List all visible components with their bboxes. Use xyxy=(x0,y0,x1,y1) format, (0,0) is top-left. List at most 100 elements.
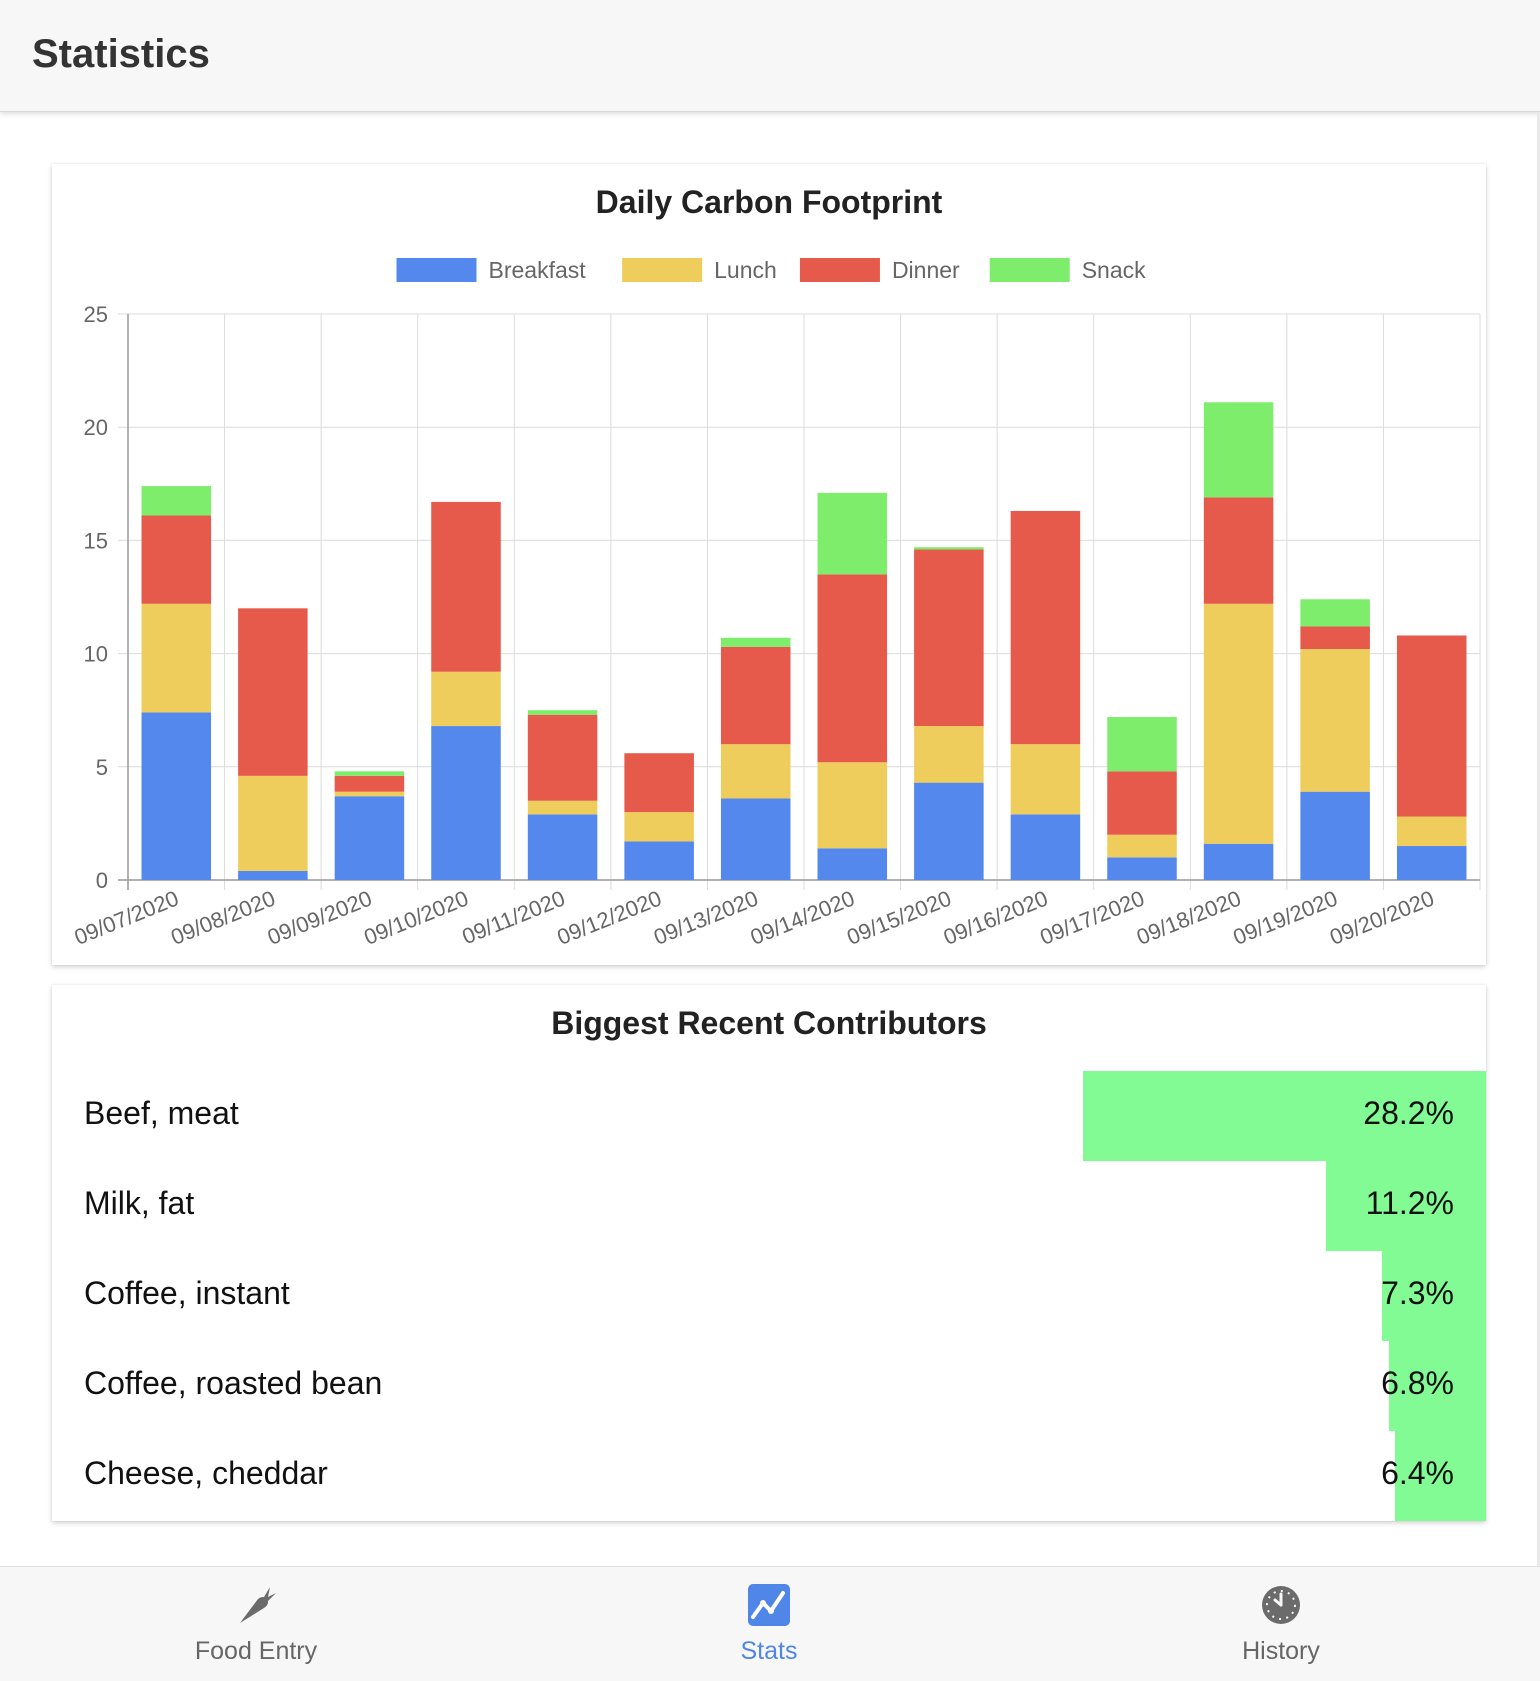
x-tick-label: 09/09/2020 xyxy=(264,885,375,949)
app-header: Statistics xyxy=(0,0,1540,112)
list-item[interactable]: Coffee, instant 7.3% xyxy=(52,1251,1486,1341)
bar-breakfast xyxy=(334,796,405,880)
bar-lunch xyxy=(1300,649,1370,792)
bar-lunch xyxy=(1107,834,1177,858)
bar-snack xyxy=(914,547,984,550)
y-tick-label: 25 xyxy=(84,302,108,327)
legend-swatch xyxy=(622,258,703,282)
bar-dinner xyxy=(817,574,888,763)
tab-history[interactable]: History xyxy=(1131,1567,1431,1681)
bar-lunch xyxy=(1203,603,1274,844)
x-tick-label: 09/10/2020 xyxy=(360,885,471,949)
daily-carbon-chart-card: 0 5 10 15 20 25 09/07/2020 09/08/2020 09/09/2020… xyxy=(52,164,1486,965)
bar-breakfast xyxy=(624,841,694,880)
bar-snack xyxy=(141,486,212,516)
contributor-percent: 6.4% xyxy=(1381,1455,1454,1491)
bar-lunch xyxy=(238,775,308,871)
y-tick-label: 15 xyxy=(84,528,108,553)
bar-snack xyxy=(1203,402,1274,498)
bar-dinner xyxy=(914,549,984,727)
x-tick-label: 09/11/2020 xyxy=(458,885,568,949)
contributors-title: Biggest Recent Contributors xyxy=(551,1005,987,1041)
bar-dinner xyxy=(720,646,791,745)
y-tick-label: 0 xyxy=(96,868,108,893)
contributor-name: Beef, meat xyxy=(84,1095,239,1131)
bar-dinner xyxy=(141,515,212,604)
bar-dinner xyxy=(238,608,308,776)
bar-breakfast xyxy=(720,798,791,880)
bar-breakfast xyxy=(1300,791,1370,880)
legend-label: Breakfast xyxy=(489,257,587,283)
x-tick-label: 09/17/2020 xyxy=(1036,885,1147,949)
x-tick-label: 09/15/2020 xyxy=(843,885,954,949)
tab-stats[interactable]: Stats xyxy=(619,1567,919,1681)
bar-lunch xyxy=(431,671,501,727)
contributor-percent: 6.8% xyxy=(1381,1365,1454,1401)
legend-label: Lunch xyxy=(714,257,777,283)
bar-dinner xyxy=(334,775,405,792)
bar-lunch xyxy=(1010,744,1081,815)
y-tick-label: 10 xyxy=(84,642,108,667)
list-item[interactable]: Coffee, roasted bean 6.8% xyxy=(52,1341,1486,1431)
list-item[interactable]: Beef, meat 28.2% xyxy=(52,1071,1486,1161)
tab-label: Food Entry xyxy=(194,1637,318,1665)
bar-breakfast xyxy=(1010,814,1081,880)
bar-breakfast xyxy=(1107,857,1177,880)
legend-label: Dinner xyxy=(892,257,960,283)
bar-snack xyxy=(527,710,598,715)
tab-label: History xyxy=(1242,1637,1320,1665)
y-tick-label: 5 xyxy=(96,755,108,780)
x-tick-label: 09/19/2020 xyxy=(1230,885,1341,949)
bar-dinner xyxy=(1203,497,1274,604)
bar-lunch xyxy=(624,812,694,842)
bar-breakfast xyxy=(817,848,888,880)
tab-food-entry[interactable]: Food Entry xyxy=(106,1567,406,1681)
bar-lunch xyxy=(817,762,888,849)
contributor-name: Cheese, cheddar xyxy=(84,1455,328,1491)
list-item[interactable]: Milk, fat 11.2% xyxy=(52,1161,1486,1251)
bar-lunch xyxy=(720,744,791,799)
legend-swatch xyxy=(396,258,477,282)
bar-breakfast xyxy=(238,870,308,880)
x-tick-label: 09/12/2020 xyxy=(554,885,665,949)
bar-snack xyxy=(1107,716,1177,772)
bar-dinner xyxy=(431,501,501,672)
bar-dinner xyxy=(1300,626,1370,650)
bar-snack xyxy=(334,771,405,776)
contributor-percent: 11.2% xyxy=(1365,1185,1454,1221)
scrollbar[interactable] xyxy=(1537,112,1540,1566)
contributor-name: Coffee, instant xyxy=(84,1275,290,1311)
tab-label: Stats xyxy=(740,1637,798,1665)
x-tick-label: 09/16/2020 xyxy=(940,885,1051,949)
page-title: Statistics xyxy=(32,32,210,76)
bar-snack xyxy=(720,637,791,647)
bar-breakfast xyxy=(1203,843,1274,880)
list-item[interactable]: Cheese, cheddar 6.4% xyxy=(52,1431,1486,1521)
contributor-name: Milk, fat xyxy=(84,1185,195,1221)
contribution-bar xyxy=(1394,1431,1486,1521)
legend-swatch xyxy=(989,258,1070,282)
contributor-percent: 7.3% xyxy=(1381,1275,1454,1311)
y-tick-label: 20 xyxy=(84,415,108,440)
bar-breakfast xyxy=(431,726,501,880)
chart-line-icon xyxy=(748,1584,790,1626)
bar-snack xyxy=(817,492,888,575)
contributor-name: Coffee, roasted bean xyxy=(84,1365,383,1401)
bottom-tab-bar: Food Entry Stats History xyxy=(0,1566,1540,1681)
chart-title: Daily Carbon Footprint xyxy=(595,184,943,220)
x-tick-label: 09/18/2020 xyxy=(1133,885,1244,949)
legend-label: Snack xyxy=(1082,257,1146,283)
x-tick-label: 09/20/2020 xyxy=(1326,885,1437,949)
bar-breakfast xyxy=(914,782,984,880)
x-tick-label: 09/07/2020 xyxy=(71,885,182,949)
bar-lunch xyxy=(1396,816,1467,847)
bar-lunch xyxy=(527,800,598,815)
bar-lunch xyxy=(914,726,984,783)
x-tick-label: 09/08/2020 xyxy=(167,885,278,949)
bar-breakfast xyxy=(1396,846,1467,880)
bar-lunch xyxy=(141,603,212,713)
x-tick-label: 09/14/2020 xyxy=(747,885,858,949)
contributors-card: Biggest Recent Contributors Beef, meat 2… xyxy=(52,985,1486,1521)
contributor-percent: 28.2% xyxy=(1363,1095,1454,1131)
bar-dinner xyxy=(527,714,598,801)
